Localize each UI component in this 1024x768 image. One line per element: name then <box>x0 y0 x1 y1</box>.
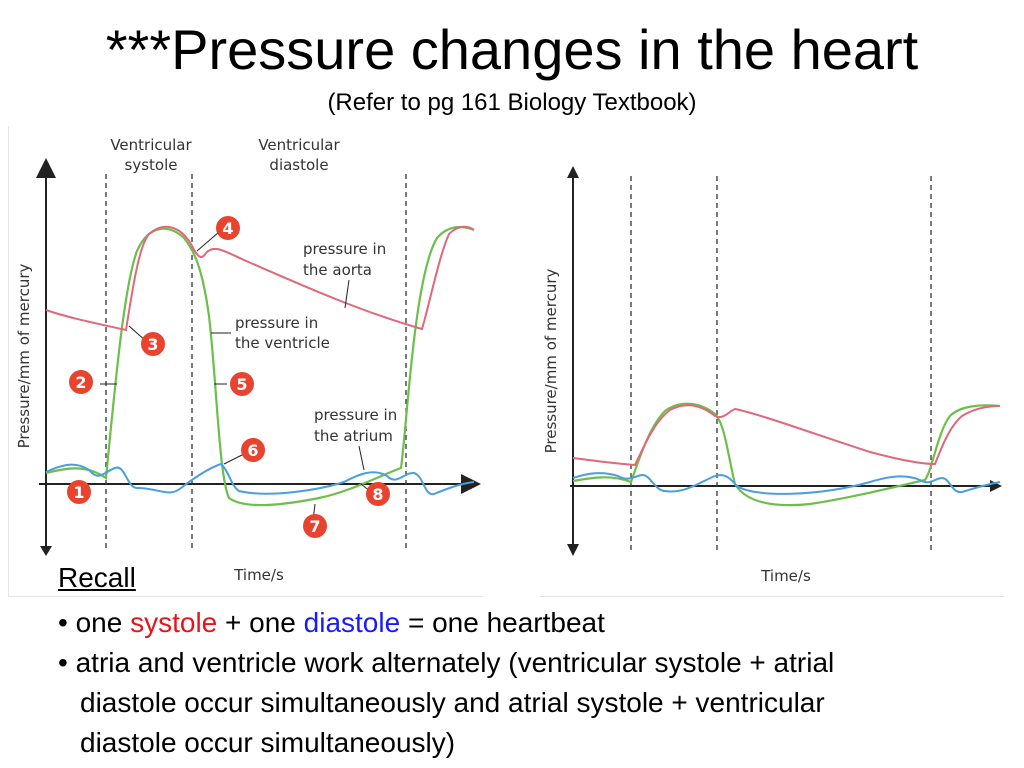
y-axis-up-arrow <box>567 166 579 178</box>
marker-1: 1 <box>67 480 91 504</box>
right-pressure-diagram: Pressure/mm of mercury Time/s <box>540 126 1004 597</box>
svg-text:8: 8 <box>372 485 383 504</box>
page-subtitle: (Refer to pg 161 Biology Textbook) <box>327 89 697 116</box>
x-axis-label: Time/s <box>233 566 284 584</box>
svg-text:2: 2 <box>75 373 86 392</box>
ventricle-pressure-curve <box>45 225 475 507</box>
bullet-text-part: + one <box>217 607 304 638</box>
aorta-pressure-curve <box>45 225 475 332</box>
left-diagram-svg: Ventricular systole Ventricular diastole… <box>15 136 481 584</box>
systole-word: systole <box>130 607 218 638</box>
svg-text:1: 1 <box>73 483 84 502</box>
svg-text:6: 6 <box>247 441 258 460</box>
atrium-label-1: pressure in <box>314 406 397 424</box>
recall-bullet-2: • atria and ventricle work alternately (… <box>58 643 834 763</box>
bullet-2-line-2: diastole occur simultaneously and atrial… <box>80 687 825 718</box>
y-axis-label: Pressure/mm of mercury <box>15 263 33 448</box>
marker-5: 5 <box>230 372 254 396</box>
marker-8: 8 <box>366 482 390 506</box>
recall-bullet-1: • one systole + one diastole = one heart… <box>58 603 605 643</box>
atrium-pressure-curve <box>572 472 1001 495</box>
svg-text:7: 7 <box>309 517 320 536</box>
ventricle-label-2: the ventricle <box>235 334 330 352</box>
atrium-label-2: the atrium <box>314 427 393 445</box>
aorta-label-1: pressure in <box>303 240 386 258</box>
svg-text:5: 5 <box>236 375 247 394</box>
bullet-text-part: one <box>75 607 131 638</box>
recall-heading: Recall <box>58 562 136 593</box>
marker-4: 4 <box>216 216 240 240</box>
marker-7: 7 <box>303 514 327 538</box>
bullet-2-line-1: • atria and ventricle work alternately (… <box>58 643 834 683</box>
marker-2: 2 <box>69 370 93 394</box>
right-diagram-svg: Pressure/mm of mercury Time/s <box>542 166 1002 585</box>
diastole-word: diastole <box>303 607 401 638</box>
y-axis-down-arrow <box>40 546 52 556</box>
phase-label-systole-1: Ventricular <box>110 136 192 154</box>
page-title: ***Pressure changes in the heart <box>105 18 919 81</box>
bullet-dot: • <box>58 647 68 678</box>
atrium-leader <box>358 445 365 471</box>
y-axis-down-arrow <box>567 544 579 556</box>
ventricle-pressure-curve <box>572 402 1001 507</box>
phase-label-diastole-2: diastole <box>269 156 328 174</box>
x-axis-label: Time/s <box>760 567 811 585</box>
ventricle-label-1: pressure in <box>235 314 318 332</box>
y-axis-label: Pressure/mm of mercury <box>542 268 560 453</box>
bullet-text-part: = one heartbeat <box>400 607 605 638</box>
phase-label-diastole-1: Ventricular <box>258 136 340 154</box>
bullet-2-text-1: atria and ventricle work alternately (ve… <box>75 647 835 678</box>
phase-label-systole-2: systole <box>125 156 178 174</box>
marker-3: 3 <box>141 332 165 356</box>
aorta-label-2: the aorta <box>303 261 372 279</box>
aorta-leader <box>344 279 350 309</box>
left-pressure-diagram: Ventricular systole Ventricular diastole… <box>8 126 483 597</box>
aorta-pressure-curve <box>572 404 1001 467</box>
bullet-dot: • <box>58 607 68 638</box>
atrium-pressure-curve <box>45 462 475 496</box>
svg-text:3: 3 <box>147 335 158 354</box>
svg-text:4: 4 <box>222 219 233 238</box>
marker-6: 6 <box>241 438 265 462</box>
bullet-2-line-3: diastole occur simultaneously) <box>80 727 456 758</box>
